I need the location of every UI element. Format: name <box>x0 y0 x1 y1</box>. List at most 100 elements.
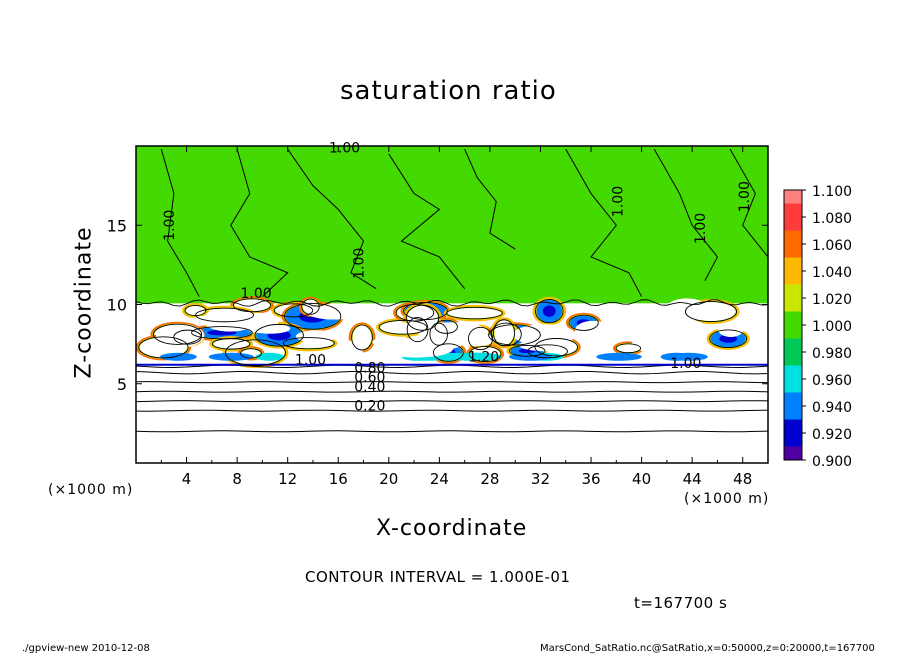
colorbar-band <box>784 284 802 298</box>
contour-line-cloud <box>446 306 503 320</box>
contour-line-upper <box>653 148 719 281</box>
colorbar-band <box>784 365 802 379</box>
field-base-accent <box>160 352 197 361</box>
contour-line-upper <box>388 153 466 289</box>
contour-line-cloud <box>535 298 564 324</box>
colorbar-band <box>784 419 802 433</box>
contour-line-cloud <box>527 344 568 359</box>
contour-line-upper <box>565 148 643 297</box>
field-blob-core <box>447 307 502 319</box>
contour-line-cloud <box>191 326 253 340</box>
contour-label: 1.00 <box>670 356 701 372</box>
x-axis-unit: (×1000 m) <box>684 491 770 507</box>
colorbar-band <box>784 217 802 231</box>
contour-line-cloud <box>429 322 448 346</box>
colorbar-label: 0.920 <box>812 427 852 443</box>
contour-label: 0.20 <box>354 399 385 415</box>
contour-label: 0.40 <box>354 380 385 396</box>
contour-line-upper <box>729 148 768 258</box>
contour-line-upper <box>464 148 516 250</box>
colorbar: 1.100 1.080 1.060 1.040 1.020 1.000 0.980 0.960… <box>783 184 852 470</box>
field-cloud-patch <box>155 323 205 348</box>
contour-label: 1.00 <box>611 186 627 217</box>
x-tick-label: 48 <box>733 470 752 488</box>
x-tick-label: 44 <box>683 470 702 488</box>
field-cloud-patch <box>390 321 461 334</box>
colorbar-band <box>784 257 802 271</box>
x-axis-ticks: 4 8 12 16 20 24 28 32 36 40 44 48 <box>160 146 752 488</box>
colorbar-label: 0.940 <box>812 400 852 416</box>
colorbar-band <box>784 271 802 285</box>
field-blob-core <box>185 305 205 316</box>
field-base-accent <box>208 352 254 361</box>
y-axis-ticks: 5 10 15 <box>107 216 768 394</box>
contour-line-cloud <box>709 329 748 348</box>
contour-label: 1.00 <box>240 286 271 302</box>
colorbar-label: 1.020 <box>812 292 852 308</box>
y-axis-title: Z-coordinate <box>71 226 97 379</box>
contour-line-cloud <box>492 319 516 347</box>
field-base-accent <box>255 352 284 361</box>
colorbar-band <box>784 352 802 366</box>
contour-line-cloud <box>378 319 428 335</box>
contour-line-low <box>136 430 768 433</box>
colorbar-band <box>784 190 802 204</box>
field-base-accent <box>508 352 553 361</box>
upper-green-region <box>136 146 768 316</box>
colorbar-label: 1.060 <box>812 238 852 254</box>
contour-label: 0.80 <box>354 361 385 377</box>
colorbar-label: 1.100 <box>812 184 852 200</box>
colorbar-band <box>784 392 802 406</box>
contour-line-cloud <box>405 304 440 331</box>
colorbar-band <box>784 338 802 352</box>
x-tick-label: 28 <box>480 470 499 488</box>
contour-line-low <box>136 409 768 412</box>
colorbar-label: 0.900 <box>812 454 852 470</box>
contour-line-cloud <box>488 324 541 346</box>
colorbar-label: 0.980 <box>812 346 852 362</box>
contour-line-cloud <box>684 301 738 323</box>
chart-title: saturation ratio <box>340 76 557 106</box>
field-base-accent <box>454 352 503 361</box>
field-base-accent <box>660 352 693 361</box>
contour-line-cloud <box>232 298 272 313</box>
contour-line-cloud <box>254 323 304 347</box>
contour-line-cloud <box>351 324 373 351</box>
x-tick-label: 8 <box>232 470 242 488</box>
contour-line-cloud <box>434 319 458 334</box>
contour-label: 1.20 <box>468 350 499 366</box>
field-cloud-patch <box>676 320 706 333</box>
colorbar-band <box>784 311 802 325</box>
contour-label: 1.00 <box>352 248 368 279</box>
field-cloud-patch <box>621 327 650 341</box>
contour-label: 1.00 <box>693 213 709 244</box>
contour-line-cloud <box>534 338 579 357</box>
contour-labels: 1.00 1.00 1.00 1.00 1.00 1.00 1.00 1.00 1.20 1.00… <box>162 140 753 414</box>
y-tick-label: 10 <box>107 296 127 315</box>
x-tick-label: 12 <box>278 470 297 488</box>
colorbar-band <box>784 298 802 312</box>
footer-right: MarsCond_SatRatio.nc@SatRatio,x=0:50000,… <box>540 643 875 654</box>
colorbar-band <box>784 433 802 447</box>
contour-line-cloud <box>173 329 202 345</box>
x-tick-label: 24 <box>430 470 449 488</box>
x-tick-label: 20 <box>379 470 398 488</box>
field-cloud-patch <box>420 332 466 350</box>
field-base-accent <box>596 352 642 361</box>
contour-line-cloud <box>138 336 189 359</box>
contour-line-upper <box>287 148 377 290</box>
contour-line-cloud <box>395 303 435 322</box>
colorbar-label: 0.960 <box>812 373 852 389</box>
field-cloud-patch <box>453 333 496 347</box>
contour-label: 1.00 <box>737 181 753 212</box>
field-cloud-patch <box>631 336 674 353</box>
contour-line-cloud <box>615 343 642 354</box>
contour-line-low <box>136 371 768 375</box>
contour-line-cloud <box>432 343 464 362</box>
contour-line-upper <box>160 149 200 297</box>
contour-line-cloud <box>184 305 207 317</box>
contour-line-cloud <box>282 337 335 350</box>
contour-line-cloud <box>225 339 286 367</box>
contour-line-cloud <box>301 298 320 315</box>
